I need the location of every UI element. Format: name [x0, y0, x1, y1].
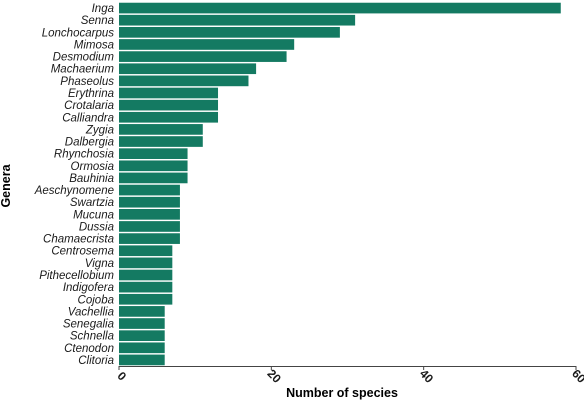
category-label-centrosema: Centrosema [51, 246, 114, 258]
category-label-mimosa: Mimosa [74, 39, 114, 51]
bar-senna [119, 14, 356, 26]
category-label-lonchocarpus: Lonchocarpus [42, 27, 114, 39]
bar-dalbergia [119, 136, 203, 147]
category-label-senna: Senna [81, 15, 114, 27]
category-label-zygia: Zygia [85, 124, 114, 136]
category-labels: IngaSennaLonchocarpusMimosaDesmodiumMach… [34, 3, 115, 367]
bar-vachellia [119, 306, 165, 317]
bar-pithecellobium [119, 269, 173, 281]
y-axis-title: Genera [0, 163, 13, 207]
category-label-indigofera: Indigofera [63, 282, 114, 294]
category-label-chamaecrista: Chamaecrista [43, 234, 114, 246]
bar-chamaecrista [119, 233, 180, 244]
category-label-schnella: Schnella [70, 331, 114, 343]
category-label-ormosia: Ormosia [71, 161, 114, 173]
category-label-dussia: Dussia [79, 221, 114, 233]
category-label-pithecellobium: Pithecellobium [39, 270, 114, 282]
bar-inga [119, 2, 561, 14]
category-label-calliandra: Calliandra [62, 112, 114, 124]
x-tick-label-40: 40 [417, 366, 437, 386]
x-tick-label-0: 0 [115, 369, 130, 384]
bar-rhynchosia [119, 148, 188, 160]
x-tick-label-60: 60 [569, 366, 584, 386]
bar-zygia [119, 124, 203, 135]
bar-bauhinia [119, 172, 188, 184]
category-label-rhynchosia: Rhynchosia [54, 149, 114, 161]
bar-senegalia [119, 318, 165, 329]
bar-schnella [119, 330, 165, 342]
category-label-clitoria: Clitoria [78, 355, 114, 367]
bar-swartzia [119, 196, 180, 208]
bar-ormosia [119, 160, 188, 172]
bar-lonchocarpus [119, 26, 340, 38]
category-label-cojoba: Cojoba [78, 294, 114, 306]
bar-dussia [119, 221, 180, 232]
category-label-desmodium: Desmodium [53, 52, 115, 64]
bar-aeschynomene [119, 184, 180, 196]
category-label-bauhinia: Bauhinia [69, 173, 114, 185]
category-label-swartzia: Swartzia [70, 197, 114, 209]
category-label-vachellia: Vachellia [68, 306, 114, 318]
category-label-vigna: Vigna [85, 258, 114, 270]
x-axis-title: Number of species [286, 386, 398, 400]
category-label-machaerium: Machaerium [51, 64, 115, 76]
bar-cojoba [119, 293, 173, 305]
category-label-erythrina: Erythrina [68, 88, 114, 100]
x-tick-labels: 0 20 40 60 [115, 366, 584, 386]
bar-calliandra [119, 111, 219, 123]
category-label-phaseolus: Phaseolus [60, 76, 114, 88]
bar-mimosa [119, 39, 295, 50]
bar-crotalaria [119, 99, 219, 111]
bar-ctenodon [119, 342, 165, 354]
bars-group [119, 2, 561, 366]
category-label-mucuna: Mucuna [73, 209, 114, 221]
category-label-inga: Inga [92, 3, 114, 15]
bar-vigna [119, 257, 173, 269]
bar-clitoria [119, 354, 165, 366]
category-label-aeschynomene: Aeschynomene [34, 185, 114, 197]
bar-erythrina [119, 87, 219, 99]
category-label-senegalia: Senegalia [63, 319, 114, 331]
bar-mucuna [119, 208, 180, 220]
category-label-dalbergia: Dalbergia [65, 137, 114, 149]
bar-phaseolus [119, 75, 249, 87]
category-label-ctenodon: Ctenodon [64, 343, 114, 355]
bar-centrosema [119, 245, 173, 257]
bar-machaerium [119, 63, 257, 75]
bar-desmodium [119, 51, 287, 62]
bar-indigofera [119, 281, 173, 293]
category-label-crotalaria: Crotalaria [64, 100, 114, 112]
x-tick-label-20: 20 [264, 366, 284, 386]
